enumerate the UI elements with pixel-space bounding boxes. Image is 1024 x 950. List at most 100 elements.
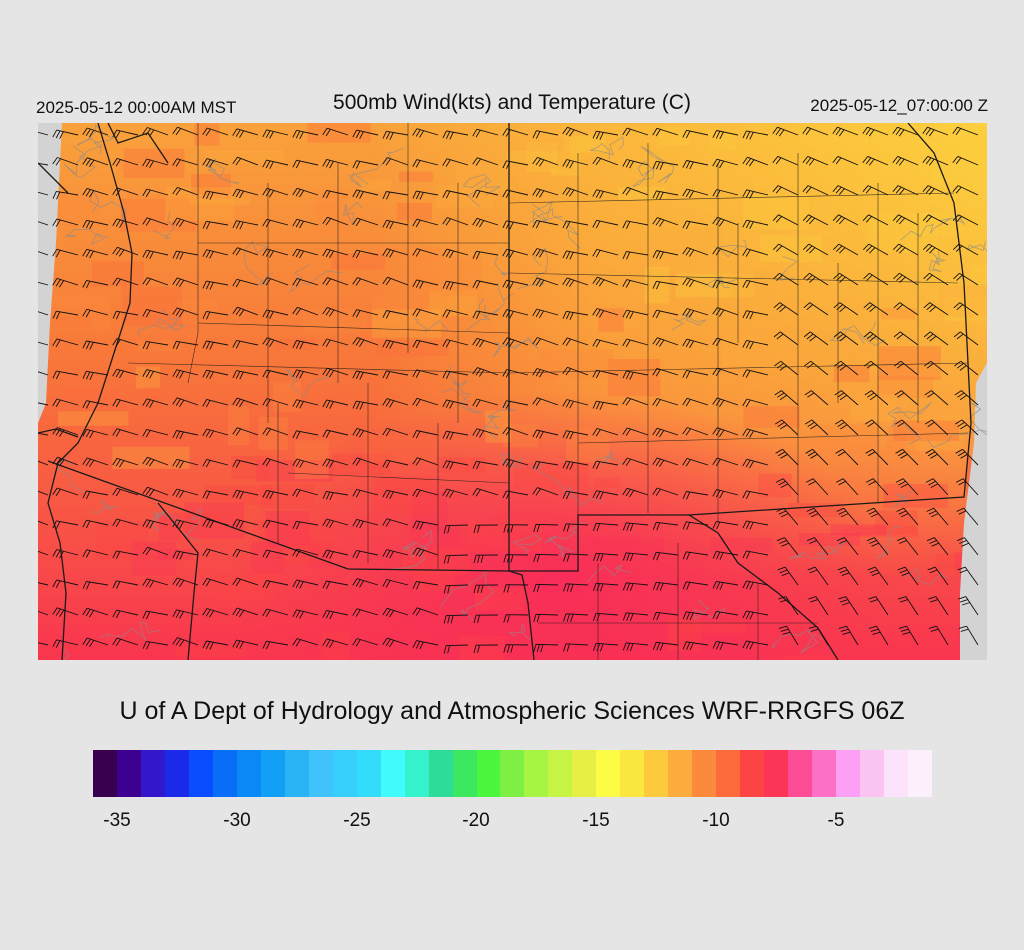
colorbar-swatch-29 [788,750,813,797]
wind-barb [52,310,79,320]
wind-barb [924,419,949,436]
wind-barb [742,458,769,469]
wind-barb [563,613,589,622]
wind-barb [322,549,349,559]
colorbar-swatch-31 [836,750,860,797]
wind-barb [202,608,229,618]
wind-barb [592,490,619,500]
wind-barb [292,129,319,140]
wind-barb [142,158,169,169]
wind-barb [292,187,319,198]
wind-barb [82,248,109,259]
wind-barb [622,186,649,196]
wind-barb [774,360,799,376]
wind-barb [232,188,259,199]
wind-barb [803,302,829,316]
wind-barb [922,126,949,137]
wind-barb [803,331,829,346]
wind-barb [682,220,709,230]
wind-barb [322,367,349,378]
wind-barb [682,369,709,379]
wind-barb [52,549,79,559]
wind-barb [442,370,469,379]
wind-barb [382,518,409,527]
wind-barb [532,337,559,346]
wind-barb [352,608,379,617]
wind-barb [172,186,199,196]
wind-barb [652,641,679,651]
wind-barb [532,397,559,406]
wind-barb [652,581,679,591]
wind-barb [592,642,619,652]
wind-barb [863,331,889,346]
wind-barb [592,130,619,140]
valid-time-local: 2025-05-12 00:00AM MST [36,98,237,117]
wind-barb [142,456,169,467]
wind-barb [472,428,499,438]
wind-barb [502,128,529,137]
wind-barb [924,360,949,376]
wind-barb [322,518,349,529]
wind-barb [442,158,469,167]
wind-barb [592,338,619,348]
wind-barb [562,490,589,500]
wind-barb [473,614,499,624]
wind-barb [682,397,709,407]
wind-barb [652,398,679,407]
wind-barb [38,221,49,226]
wind-barb [807,566,829,586]
wind-barb [865,448,889,466]
wind-barb [834,419,859,436]
wind-barb [412,607,439,616]
wind-barb [262,187,289,198]
wind-barb [532,277,559,288]
wind-barb [622,427,649,436]
wind-barb [352,129,379,139]
wind-barb [862,243,889,256]
wind-barb [652,457,679,468]
wind-barb [712,397,739,408]
wind-barb [232,607,259,618]
wind-barb [833,272,859,286]
wind-barb [894,360,919,376]
wind-barb [172,277,199,288]
wind-barb [232,278,259,288]
wind-barb [412,547,439,558]
wind-barb [472,217,499,228]
wind-barb [472,398,499,408]
wind-barb [503,614,529,623]
wind-barb [112,310,139,320]
wind-barb [232,306,259,317]
wind-barb [142,610,169,620]
wind-barb [652,427,679,438]
wind-barb [898,596,919,616]
wind-barb [952,155,979,166]
wind-barb [622,552,649,562]
wind-barb [352,457,379,466]
wind-barb [112,637,139,647]
wind-barb [893,272,919,286]
wind-barb [532,188,559,198]
wind-barb [622,522,649,532]
wind-barb [712,640,739,650]
wind-barb [772,155,799,166]
colorbar-swatch-34 [907,750,932,797]
wind-barb [52,338,79,348]
wind-barb [262,519,289,529]
wind-barb [142,127,169,137]
wind-barb [443,584,469,594]
wind-barb [562,460,589,470]
wind-barb [958,596,979,616]
wind-barb [805,478,829,496]
wind-barb [712,130,739,140]
wind-barb [443,614,469,624]
wind-barb [202,518,229,529]
wind-barb [832,185,859,196]
wind-barb [262,489,289,500]
colorbar-swatch-9 [308,750,333,797]
wind-barb [412,430,439,439]
wind-barb [38,162,49,166]
wind-barb [382,370,409,379]
colorbar-swatch-0 [93,750,117,797]
wind-barb [442,460,469,470]
